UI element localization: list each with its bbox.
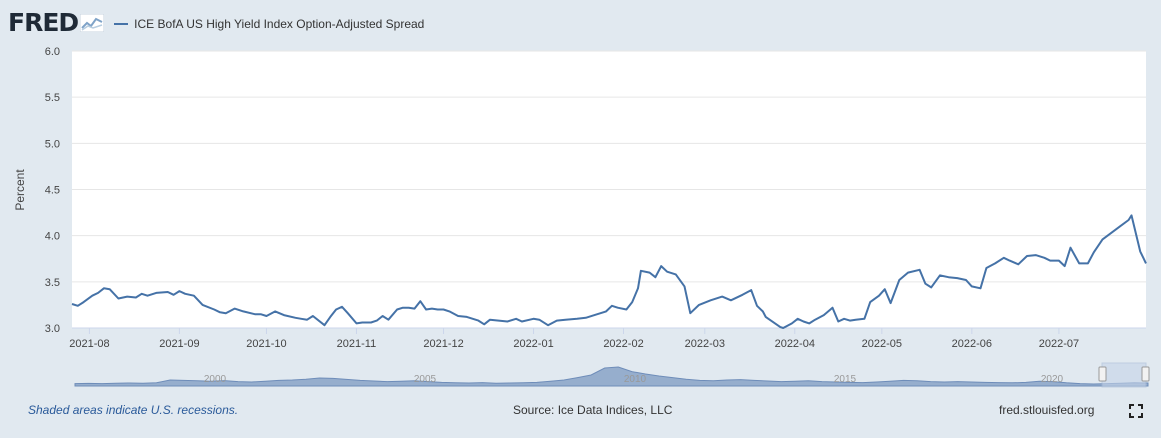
- x-tick-label: 2021-09: [159, 338, 199, 350]
- x-tick-label: 2022-05: [862, 338, 902, 350]
- legend[interactable]: ICE BofA US High Yield Index Option-Adju…: [114, 17, 424, 31]
- x-tick-label: 2022-06: [952, 338, 992, 350]
- x-axis-ticks: 2021-08 2021-09 2021-10 2021-11 2021-12 2022-…: [69, 327, 1146, 350]
- fred-logo[interactable]: FRED: [8, 7, 79, 37]
- navigator-label: 2000: [204, 374, 227, 385]
- site-url[interactable]: fred.stlouisfed.org: [999, 403, 1095, 417]
- chart-header: FRED ICE BofA US High Yield Index Option…: [8, 6, 424, 38]
- navigator-labels: 2000 2005 2010 2015 2020: [204, 374, 1064, 385]
- navigator-selection[interactable]: [1101, 362, 1147, 388]
- navigator-handle-right[interactable]: [1141, 366, 1150, 382]
- navigator-label: 2005: [414, 374, 437, 385]
- fullscreen-icon[interactable]: [1129, 404, 1143, 418]
- y-axis-label: Percent: [13, 169, 27, 211]
- x-tick-label: 2022-02: [603, 338, 643, 350]
- y-tick-label: 4.0: [45, 231, 60, 243]
- recessions-note[interactable]: Shaded areas indicate U.S. recessions.: [28, 403, 239, 417]
- y-axis-ticks: 3.0 3.5 4.0 4.5 5.0 5.5 6.0: [45, 46, 60, 335]
- y-tick-label: 3.5: [45, 277, 60, 289]
- y-tick-label: 6.0: [45, 46, 60, 58]
- source-text: Source: Ice Data Indices, LLC: [513, 403, 673, 417]
- x-tick-label: 2021-10: [246, 338, 286, 350]
- y-tick-label: 5.5: [45, 92, 60, 104]
- navigator-handle-left[interactable]: [1098, 366, 1107, 382]
- legend-swatch: [114, 23, 129, 25]
- y-tick-label: 5.0: [45, 138, 60, 150]
- chart: 3.03.54.04.55.05.56.0 2021-08 2021-09 2021…: [13, 46, 1150, 388]
- x-tick-label: 2021-08: [69, 338, 109, 350]
- y-tick-label: 4.5: [45, 185, 60, 197]
- x-tick-label: 2022-01: [513, 338, 553, 350]
- x-tick-label: 2022-07: [1039, 338, 1079, 350]
- navigator[interactable]: 2000 2005 2010 2015 2020: [74, 362, 1150, 388]
- navigator-label: 2010: [624, 374, 647, 385]
- navigator-label: 2020: [1041, 374, 1064, 385]
- x-tick-label: 2022-03: [685, 338, 725, 350]
- x-tick-label: 2021-12: [423, 338, 463, 350]
- legend-label: ICE BofA US High Yield Index Option-Adju…: [134, 17, 425, 31]
- navigator-label: 2015: [834, 374, 857, 385]
- x-tick-label: 2021-11: [337, 338, 377, 350]
- navigator-area: [74, 366, 1149, 387]
- chart-line-icon: [80, 14, 105, 32]
- x-tick-label: 2022-04: [775, 338, 815, 350]
- series-line[interactable]: [71, 214, 1147, 329]
- y-tick-label: 3.0: [45, 323, 60, 335]
